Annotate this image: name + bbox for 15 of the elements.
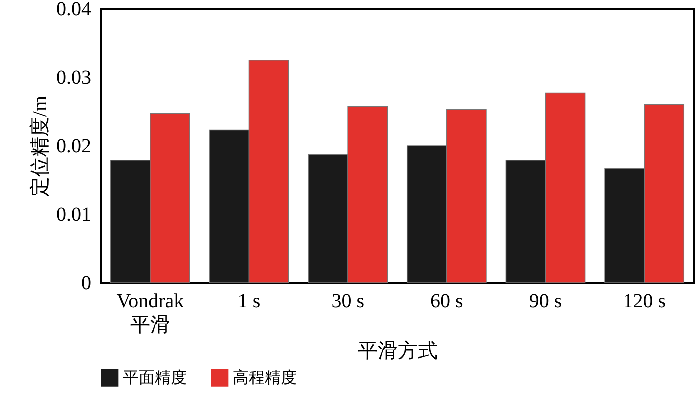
- y-tick-label: 0.03: [56, 67, 92, 89]
- y-tick-label: 0.01: [56, 204, 92, 226]
- x-tick-label: Vondrak 平滑: [116, 290, 184, 336]
- y-axis-title: 定位精度/m: [30, 96, 52, 198]
- y-tick-label: 0.02: [56, 136, 92, 158]
- x-tick-label: 1 s: [238, 290, 261, 312]
- x-tick-label: 30 s: [332, 290, 365, 312]
- x-axis-title: 平滑方式: [358, 340, 438, 362]
- x-tick-label: 90 s: [529, 290, 562, 312]
- legend-label: 高程精度: [233, 369, 297, 388]
- y-tick-label: 0: [82, 272, 92, 294]
- x-tick-label: 120 s: [623, 290, 666, 312]
- x-tick-label: 60 s: [430, 290, 464, 312]
- legend-label: 平面精度: [123, 369, 187, 388]
- y-tick-label: 0.04: [56, 0, 92, 20]
